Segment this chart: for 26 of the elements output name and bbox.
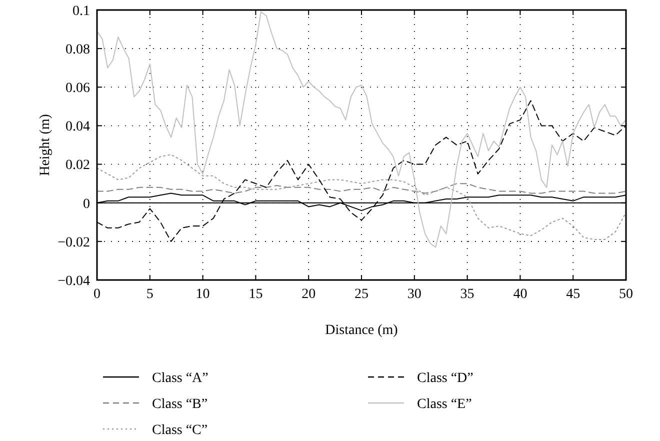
y-tick-label: 0.02 [66, 158, 90, 174]
legend-label: Class “A” [152, 370, 208, 386]
x-tick-label: 35 [460, 287, 474, 302]
y-tick-label: −0.04 [58, 274, 90, 289]
x-tick-label: 25 [354, 287, 368, 302]
x-tick-label: 15 [248, 287, 263, 302]
x-tick-label: 50 [619, 287, 633, 302]
x-tick-label: 30 [407, 287, 422, 302]
y-axis-title: Height (m) [38, 114, 53, 176]
x-tick-label: 0 [94, 287, 100, 302]
y-tick-label: 0 [83, 196, 90, 212]
legend-label: Class “E” [417, 396, 472, 412]
x-axis-title: Distance (m) [325, 323, 398, 338]
x-tick-label: 10 [196, 287, 210, 302]
y-tick-label: 0.08 [66, 42, 90, 58]
legend-label: Class “B” [152, 396, 208, 412]
x-tick-label: 20 [302, 287, 316, 302]
y-tick-label: 0.04 [66, 120, 90, 135]
x-tick-label: 45 [566, 287, 580, 302]
y-tick-label: −0.02 [58, 235, 90, 250]
y-tick-label: 0.06 [66, 81, 90, 96]
x-tick-label: 40 [513, 287, 528, 302]
y-tick-label: 0.1 [72, 4, 90, 19]
legend-label: Class “D” [417, 370, 474, 386]
legend-label: Class “C” [152, 422, 208, 438]
x-tick-label: 5 [146, 287, 154, 302]
